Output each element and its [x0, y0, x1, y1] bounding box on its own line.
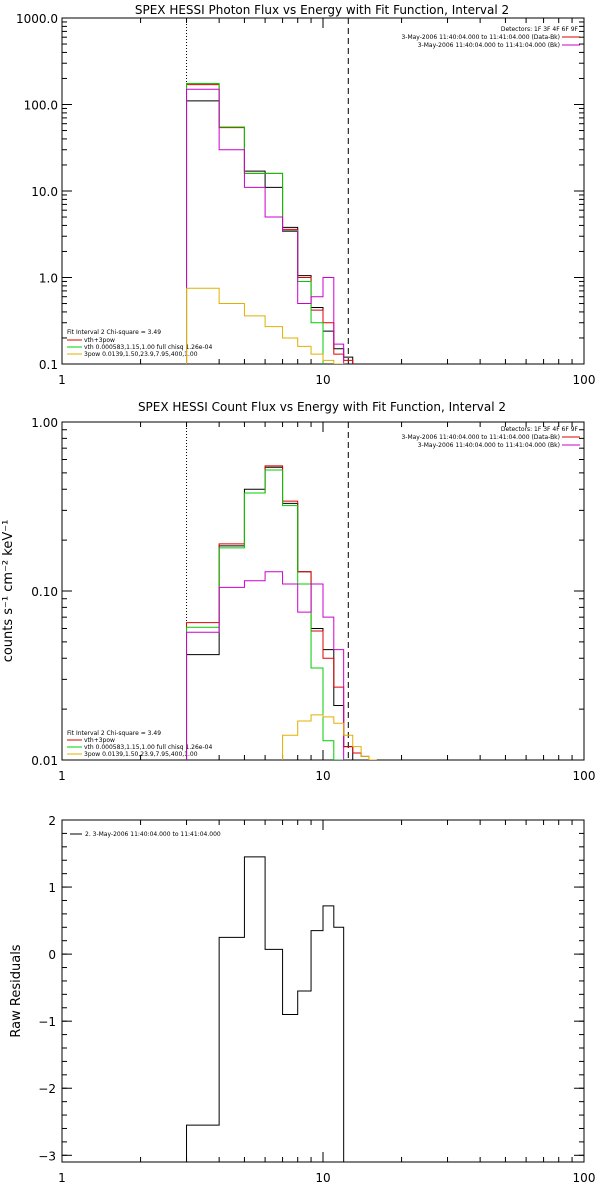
panel2-legend-sum: vth+3pow: [84, 737, 115, 744]
panel1-y-tick-label: 100.0: [24, 99, 58, 113]
panel1-x-tick-label: 1: [58, 373, 66, 387]
panel3-x-tick-label: 100: [573, 1171, 596, 1185]
panel1-interval-bk-sub: 3-May-2006 11:40:04.000 to 11:41:04.000 …: [401, 34, 560, 41]
panel3-x-tick-label: 1: [58, 1171, 66, 1185]
panel2-x-tick-label: 1: [58, 769, 66, 783]
panel3-y-tick-label: 1: [48, 881, 56, 895]
panel2-detectors-label: Detectors: 1F 3F 4F 6F 9F: [501, 426, 579, 433]
panel3-y-tick-label: 2: [48, 814, 56, 828]
panel2-y-tick-label: 0.01: [31, 754, 58, 768]
panel1-y-tick-label: 0.1: [39, 358, 58, 372]
panel2-interval-bk-sub: 3-May-2006 11:40:04.000 to 11:41:04.000 …: [401, 434, 560, 441]
panel2-y-axis-label: counts s⁻¹ cm⁻² keV⁻¹: [1, 520, 16, 663]
panel2-y-tick-label: 0.10: [31, 585, 58, 599]
panel2-series-thermal: [186, 469, 345, 760]
panel2-series-data: [186, 466, 354, 760]
panel3-legend-text: 2. 3-May-2006 11:40:04.000 to 11:41:04.0…: [85, 831, 221, 838]
panel1-y-tick-label: 10.0: [31, 185, 58, 199]
panel1-y-tick-label: 1000.0: [16, 12, 58, 26]
panel1-series-thermal: [186, 82, 324, 364]
panel3-y-axis-label: Raw Residuals: [9, 944, 24, 1037]
panel1-legend-3pow: 3pow 0.0139,1.50,23.9,7.95,400,1.00: [84, 351, 198, 358]
panel1-x-tick-label: 10: [315, 373, 330, 387]
residuals-panel: Raw Residuals 2. 3-May-2006 11:40:04.000…: [9, 819, 585, 1163]
panel3-x-tick-label: 10: [315, 1171, 330, 1185]
panel2-interval-bk: 3-May-2006 11:40:04.000 to 11:41:04.000 …: [418, 442, 560, 449]
panel3-series-data: [186, 856, 345, 1162]
panel2-legend-3pow: 3pow 0.0139,1.50,23.9,7.95,400,1.00: [84, 751, 198, 758]
panel1-series-background: [186, 88, 345, 364]
count-flux-panel: SPEX HESSI Count Flux vs Energy with Fit…: [1, 400, 585, 761]
panel3-plot-frame: [61, 819, 585, 1163]
panel1-detectors-label: Detectors: 1F 3F 4F 6F 9F: [501, 26, 579, 33]
panel3-y-tick-label: −1: [38, 1015, 56, 1029]
panel2-fit-interval-label: Fit Interval 2 Chi-square = 3.49: [67, 730, 161, 737]
panel2-x-tick-label: 100: [573, 769, 596, 783]
panel1-series-power: [186, 287, 345, 364]
panel1-x-tick-label: 100: [573, 373, 596, 387]
panel1-legend-vth: vth 0.000583,1.15,1.00 full chisq 1.26e-…: [84, 344, 212, 351]
panel1-legend-sum: vth+3pow: [84, 337, 115, 344]
panel2-series-background: [186, 571, 345, 760]
panel2-legend-vth: vth 0.000583,1.15,1.00 full chisq 1.26e-…: [84, 744, 212, 751]
panel2-x-tick-label: 10: [315, 769, 330, 783]
panel2-series-power: [282, 714, 377, 760]
panel1-y-tick-label: 1.0: [39, 272, 58, 286]
panel1-title: SPEX HESSI Photon Flux vs Energy with Fi…: [135, 3, 509, 17]
panel1-interval-bk: 3-May-2006 11:40:04.000 to 11:41:04.000 …: [418, 42, 560, 49]
panel1-series-data: [186, 100, 354, 364]
panel3-y-tick-label: −2: [38, 1082, 56, 1096]
panel2-y-tick-label: 1.00: [31, 416, 58, 430]
panel3-y-tick-label: −3: [38, 1149, 56, 1163]
panel3-y-tick-label: 0: [48, 948, 56, 962]
panel2-title: SPEX HESSI Count Flux vs Energy with Fit…: [138, 400, 506, 414]
panel1-fit-interval-label: Fit Interval 2 Chi-square = 3.49: [67, 329, 161, 336]
